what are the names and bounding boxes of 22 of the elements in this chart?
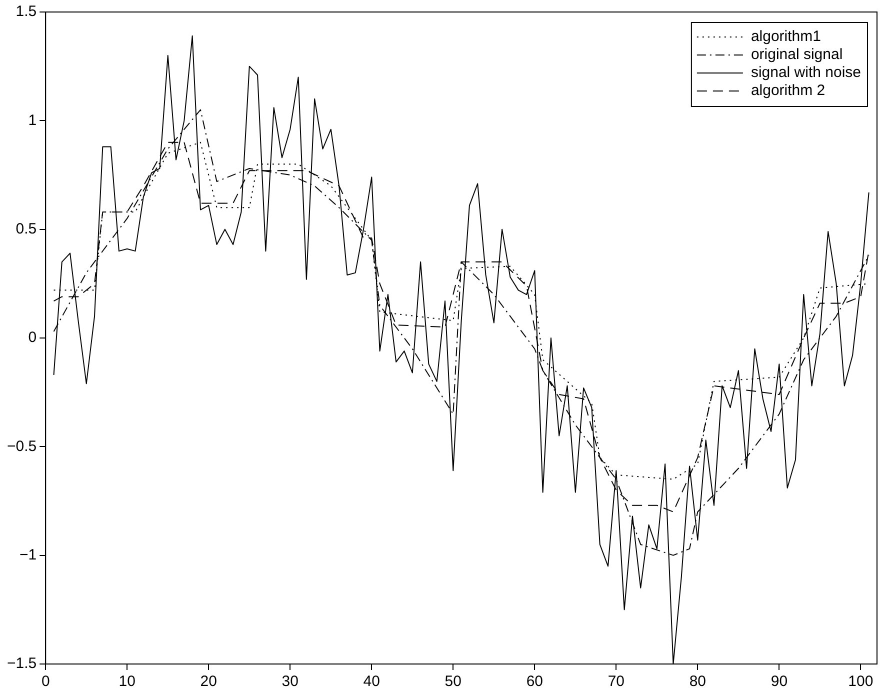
y-tick-label: 1.5: [16, 3, 37, 20]
legend-label: original signal: [750, 46, 843, 64]
x-tick-label: 70: [608, 673, 625, 690]
x-tick-label: 10: [118, 673, 136, 690]
x-tick-label: 20: [200, 673, 217, 690]
x-tick-label: 0: [41, 673, 50, 690]
y-tick-label: −1.5: [6, 655, 37, 672]
x-tick-label: 40: [363, 673, 380, 690]
legend-label: signal with noise: [750, 64, 861, 82]
x-tick-label: 80: [689, 673, 706, 690]
x-tick-label: 100: [848, 673, 874, 690]
x-tick-label: 90: [770, 673, 788, 690]
x-tick-label: 60: [526, 673, 544, 690]
y-tick-label: −0.5: [6, 438, 37, 455]
y-tick-label: −1: [20, 546, 37, 564]
x-tick-label: 50: [444, 673, 462, 690]
legend-label: algorithm1: [750, 28, 821, 46]
x-tick-label: 30: [282, 673, 298, 690]
y-tick-label: 1: [28, 112, 37, 129]
legend-label: algorithm 2: [750, 82, 826, 100]
y-tick-label: 0: [28, 329, 37, 346]
y-tick-label: 0.5: [16, 220, 37, 238]
